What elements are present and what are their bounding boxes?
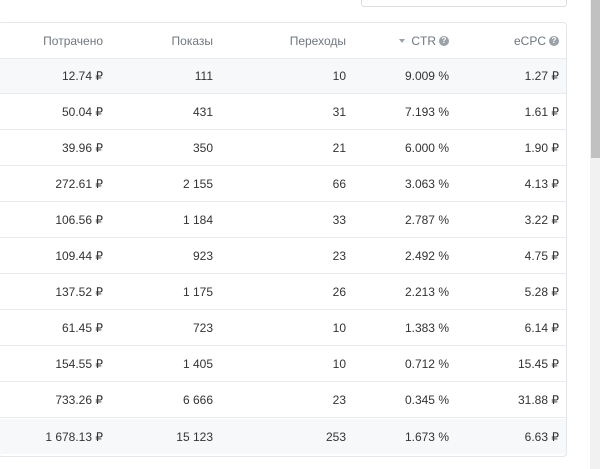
ctr-help-icon[interactable]: ?: [439, 35, 449, 46]
cell-impressions: 1 175: [182, 285, 213, 299]
cell-clicks: 23: [332, 393, 346, 407]
cell-ctr: 9.009 %: [404, 69, 449, 83]
cell-impressions: 2 155: [182, 177, 213, 191]
cell-spent: 61.45 ₽: [62, 321, 103, 335]
header-ecpc[interactable]: eCPC ?: [514, 23, 559, 58]
cell-clicks: 33: [332, 213, 346, 227]
cell-spent: 137.52 ₽: [55, 285, 103, 299]
cell-impressions: 111: [194, 69, 213, 83]
cell-clicks: 10: [332, 357, 346, 371]
cell-ecpc: 1.27 ₽: [524, 69, 559, 83]
cell-ctr: 2.787 %: [404, 213, 449, 227]
cell-clicks: 253: [325, 429, 346, 444]
cell-impressions: 15 123: [176, 429, 213, 444]
table-row[interactable]: 12.74 ₽ 111 10 9.009 % 1.27 ₽: [0, 59, 566, 94]
table-row[interactable]: 106.56 ₽ 1 184 33 2.787 % 3.22 ₽: [0, 203, 566, 238]
cell-impressions: 1 405: [182, 357, 213, 371]
cell-ecpc: 6.14 ₽: [524, 321, 559, 335]
table-row[interactable]: 137.52 ₽ 1 175 26 2.213 % 5.28 ₽: [0, 275, 566, 310]
cell-ecpc: 31.88 ₽: [518, 393, 559, 407]
cell-spent: 1 678.13 ₽: [45, 429, 103, 444]
cell-impressions: 350: [192, 141, 213, 155]
cell-impressions: 723: [192, 321, 213, 335]
cell-clicks: 31: [332, 105, 346, 119]
cell-ecpc: 3.22 ₽: [524, 213, 559, 227]
scrollbar-thumb[interactable]: [591, 0, 600, 158]
cell-spent: 50.04 ₽: [62, 105, 103, 119]
sort-desc-icon: [399, 38, 406, 43]
cell-ctr: 2.213 %: [404, 285, 449, 299]
cell-spent: 154.55 ₽: [55, 357, 103, 371]
cell-clicks: 26: [332, 285, 346, 299]
cell-clicks: 10: [332, 321, 346, 335]
cell-ctr: 0.712 %: [404, 357, 449, 371]
cell-clicks: 21: [332, 141, 346, 155]
cell-impressions: 6 666: [182, 393, 213, 407]
table-row[interactable]: 109.44 ₽ 923 23 2.492 % 4.75 ₽: [0, 239, 566, 274]
cell-ecpc: 4.13 ₽: [524, 177, 559, 191]
header-clicks[interactable]: Переходы: [290, 23, 346, 58]
header-impressions-label: Показы: [171, 33, 213, 48]
header-clicks-label: Переходы: [289, 33, 346, 48]
cell-ctr: 2.492 %: [404, 249, 449, 263]
table-row[interactable]: 50.04 ₽ 431 31 7.193 % 1.61 ₽: [0, 95, 566, 130]
header-ecpc-label: eCPC: [513, 33, 546, 48]
table-header-row: Потрачено Показы Переходы CTR ? eCPC ?: [0, 23, 566, 59]
cell-ecpc: 4.75 ₽: [524, 249, 559, 263]
cell-ecpc: 15.45 ₽: [518, 357, 559, 371]
cell-spent: 272.61 ₽: [55, 177, 103, 191]
table-total-row[interactable]: 1 678.13 ₽ 15 123 253 1.673 % 6.63 ₽: [0, 419, 566, 454]
cell-spent: 109.44 ₽: [55, 249, 103, 263]
header-impressions[interactable]: Показы: [172, 23, 213, 58]
cell-impressions: 923: [192, 249, 213, 263]
cell-ctr: 1.673 %: [404, 429, 449, 444]
cell-ecpc: 5.28 ₽: [524, 285, 559, 299]
filter-input[interactable]: [361, 0, 567, 7]
cell-ctr: 7.193 %: [404, 105, 449, 119]
cell-spent: 39.96 ₽: [62, 141, 103, 155]
cell-ctr: 1.383 %: [404, 321, 449, 335]
cell-ecpc: 1.61 ₽: [524, 105, 559, 119]
cell-clicks: 66: [332, 177, 346, 191]
scrollbar-track[interactable]: [590, 0, 600, 469]
cell-ecpc: 1.90 ₽: [524, 141, 559, 155]
header-ctr-label: CTR: [411, 33, 436, 48]
table-row[interactable]: 61.45 ₽ 723 10 1.383 % 6.14 ₽: [0, 311, 566, 346]
table-row[interactable]: 39.96 ₽ 350 21 6.000 % 1.90 ₽: [0, 131, 566, 166]
table-row[interactable]: 272.61 ₽ 2 155 66 3.063 % 4.13 ₽: [0, 167, 566, 202]
table-row[interactable]: 154.55 ₽ 1 405 10 0.712 % 15.45 ₽: [0, 347, 566, 382]
cell-ctr: 6.000 %: [404, 141, 449, 155]
cell-clicks: 10: [332, 69, 346, 83]
cell-spent: 106.56 ₽: [55, 213, 103, 227]
stats-table: Потрачено Показы Переходы CTR ? eCPC ? 1…: [0, 22, 567, 457]
cell-spent: 12.74 ₽: [62, 69, 103, 83]
header-spent-label: Потрачено: [43, 33, 103, 48]
cell-clicks: 23: [332, 249, 346, 263]
cell-ecpc: 6.63 ₽: [524, 429, 559, 444]
cell-ctr: 0.345 %: [404, 393, 449, 407]
header-spent[interactable]: Потрачено: [43, 23, 103, 58]
ecpc-help-icon[interactable]: ?: [549, 35, 559, 46]
header-ctr[interactable]: CTR ?: [399, 23, 449, 58]
cell-ctr: 3.063 %: [404, 177, 449, 191]
table-row[interactable]: 733.26 ₽ 6 666 23 0.345 % 31.88 ₽: [0, 383, 566, 418]
cell-impressions: 431: [192, 105, 213, 119]
cell-spent: 733.26 ₽: [55, 393, 103, 407]
cell-impressions: 1 184: [182, 213, 213, 227]
